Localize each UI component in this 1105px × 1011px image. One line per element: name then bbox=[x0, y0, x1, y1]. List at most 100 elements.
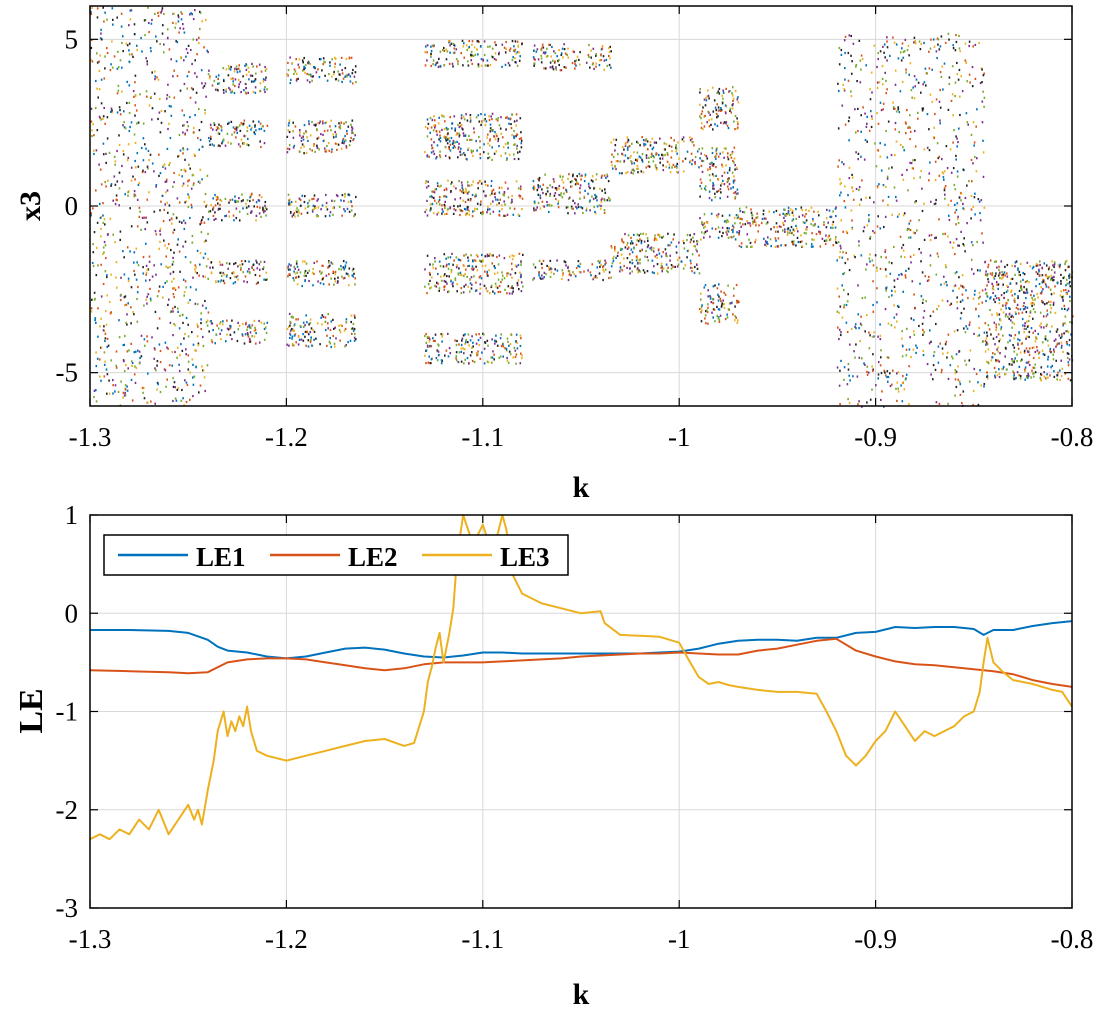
bifurcation-point bbox=[161, 7, 164, 10]
bifurcation-point bbox=[184, 222, 187, 225]
bifurcation-point bbox=[234, 128, 236, 131]
bifurcation-point bbox=[535, 50, 538, 53]
bifurcation-point bbox=[321, 264, 323, 267]
bifurcation-point bbox=[898, 213, 900, 216]
bifurcation-point bbox=[711, 86, 714, 89]
bifurcation-point bbox=[292, 277, 295, 280]
bifurcation-point bbox=[491, 356, 494, 359]
bifurcation-point bbox=[159, 209, 161, 212]
bifurcation-point bbox=[496, 203, 498, 206]
bifurcation-point bbox=[725, 121, 728, 124]
bifurcation-point bbox=[458, 180, 460, 183]
bifurcation-point bbox=[453, 204, 455, 208]
bifurcation-point bbox=[944, 343, 947, 346]
bifurcation-point bbox=[763, 217, 766, 220]
bifurcation-point bbox=[291, 215, 294, 218]
bifurcation-point bbox=[102, 214, 104, 217]
bifurcation-point bbox=[140, 228, 142, 231]
bifurcation-point bbox=[96, 221, 99, 224]
bifurcation-point bbox=[186, 87, 188, 90]
bifurcation-point bbox=[238, 83, 240, 86]
bifurcation-point bbox=[841, 316, 844, 319]
bifurcation-point bbox=[501, 208, 503, 211]
bifurcation-point bbox=[328, 283, 330, 286]
bifurcation-point bbox=[859, 81, 862, 84]
bifurcation-point bbox=[430, 345, 433, 348]
bifurcation-point bbox=[698, 147, 700, 151]
bifurcation-point bbox=[494, 192, 497, 195]
bifurcation-point bbox=[876, 287, 878, 290]
bifurcation-point bbox=[609, 45, 611, 48]
bifurcation-point bbox=[453, 145, 455, 148]
bifurcation-point bbox=[212, 128, 214, 131]
bifurcation-point bbox=[95, 365, 98, 368]
bifurcation-point bbox=[860, 315, 862, 318]
bifurcation-point bbox=[90, 214, 92, 217]
bifurcation-point bbox=[237, 78, 240, 81]
bifurcation-point bbox=[763, 237, 765, 240]
bifurcation-point bbox=[186, 383, 189, 386]
bifurcation-point bbox=[963, 244, 965, 247]
bifurcation-point bbox=[957, 221, 960, 225]
bifurcation-point bbox=[192, 18, 195, 21]
bifurcation-point bbox=[114, 241, 116, 244]
bifurcation-point bbox=[501, 204, 503, 207]
bifurcation-point bbox=[172, 287, 174, 290]
bifurcation-point bbox=[871, 117, 873, 120]
bifurcation-point bbox=[171, 222, 173, 225]
bifurcation-point bbox=[288, 273, 290, 276]
bifurcation-point bbox=[305, 314, 307, 317]
bifurcation-point bbox=[492, 350, 494, 353]
bifurcation-point bbox=[509, 47, 512, 50]
bifurcation-point bbox=[572, 175, 574, 178]
bifurcation-point bbox=[760, 221, 763, 225]
bifurcation-point bbox=[506, 359, 509, 362]
bifurcation-point bbox=[486, 136, 488, 139]
bifurcation-point bbox=[297, 335, 300, 338]
bifurcation-point bbox=[287, 268, 290, 271]
bifurcation-point bbox=[263, 129, 266, 132]
bifurcation-point bbox=[670, 267, 673, 270]
bifurcation-point bbox=[136, 225, 139, 228]
bifurcation-point bbox=[718, 283, 720, 286]
bifurcation-point bbox=[305, 151, 308, 154]
bifurcation-point bbox=[722, 122, 725, 125]
bifurcation-point bbox=[111, 111, 113, 114]
bifurcation-point bbox=[129, 250, 131, 253]
bifurcation-point bbox=[139, 356, 141, 359]
bifurcation-point bbox=[469, 114, 472, 117]
bifurcation-point bbox=[483, 40, 486, 43]
bifurcation-point bbox=[215, 129, 218, 132]
bifurcation-point bbox=[130, 378, 133, 381]
bifurcation-point bbox=[450, 190, 452, 193]
bifurcation-point bbox=[424, 64, 427, 67]
bifurcation-point bbox=[117, 66, 120, 69]
bifurcation-point bbox=[727, 179, 729, 182]
bifurcation-point bbox=[707, 168, 710, 171]
bifurcation-point bbox=[646, 237, 649, 240]
bifurcation-point bbox=[701, 159, 703, 162]
bifurcation-point bbox=[581, 174, 583, 177]
bifurcation-point bbox=[603, 209, 606, 212]
bifurcation-point bbox=[588, 200, 591, 203]
bifurcation-point bbox=[299, 129, 301, 132]
bifurcation-point bbox=[732, 181, 735, 184]
bifurcation-point bbox=[717, 106, 720, 109]
bifurcation-point bbox=[506, 116, 508, 119]
bifurcation-point bbox=[345, 121, 347, 124]
bifurcation-point bbox=[698, 166, 700, 169]
bifurcation-point bbox=[457, 147, 460, 150]
bifurcation-point bbox=[897, 387, 899, 390]
bifurcation-point bbox=[344, 67, 347, 70]
bifurcation-point bbox=[952, 114, 954, 117]
bifurcation-point bbox=[355, 195, 357, 199]
bifurcation-point bbox=[479, 357, 482, 360]
bifurcation-point bbox=[465, 338, 467, 342]
bifurcation-point bbox=[983, 96, 986, 99]
bifurcation-point bbox=[657, 233, 659, 236]
bifurcation-point bbox=[691, 253, 694, 256]
bifurcation-point bbox=[190, 203, 193, 206]
bifurcation-point bbox=[946, 351, 949, 354]
bifurcation-point bbox=[960, 199, 962, 202]
bifurcation-point bbox=[914, 40, 917, 43]
